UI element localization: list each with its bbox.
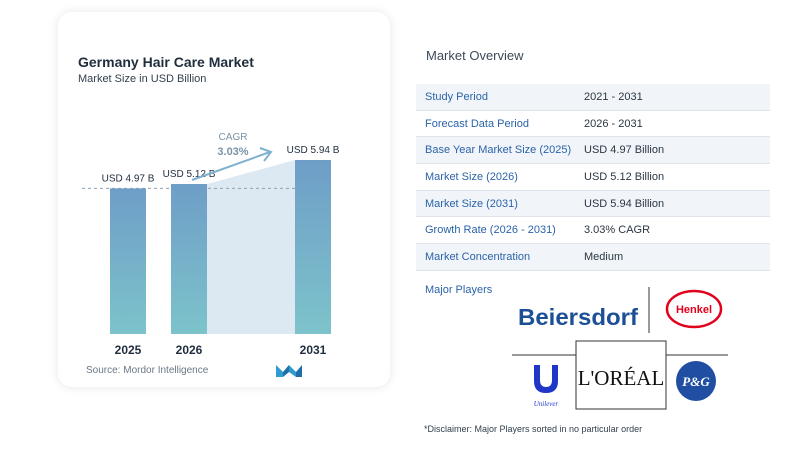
overview-table: Study Period 2021 - 2031 Forecast Data P… <box>416 84 770 271</box>
loreal-logo: L'ORÉAL <box>578 366 665 390</box>
overview-value: 2021 - 2031 <box>584 90 643 103</box>
source-text: Source: Mordor Intelligence <box>86 365 209 376</box>
beiersdorf-logo: Beiersdorf <box>518 304 638 330</box>
overview-value: USD 5.94 Billion <box>584 197 665 210</box>
cagr-annotation: CAGR 3.03% <box>191 132 273 181</box>
overview-row: Market Size (2031) USD 5.94 Billion <box>416 190 770 218</box>
labels-group: USD 4.97 B 2025 USD 5.12 B 2026 USD 5.94 B 20… <box>102 145 340 357</box>
chart-title: Germany Hair Care Market <box>78 54 254 70</box>
overview-title: Market Overview <box>426 48 524 63</box>
overview-label: Study Period <box>425 90 488 103</box>
bar-2026 <box>171 184 207 334</box>
overview-row: Market Concentration Medium <box>416 244 770 271</box>
players-logos: Beiersdorf Henkel L'ORÉAL Unilever P&G <box>512 287 728 410</box>
x-tick-label: 2025 <box>115 343 142 357</box>
loreal-box <box>575 340 667 410</box>
chart-card: Germany Hair Care Market Market Size in … <box>58 12 390 387</box>
cagr-label: CAGR <box>219 132 248 143</box>
data-label: USD 4.97 B <box>102 173 155 184</box>
cagr-arrow-head <box>259 147 273 162</box>
pg-logo: P&G <box>676 361 716 401</box>
overview-label: Base Year Market Size (2025) <box>425 144 572 157</box>
overview-label: Forecast Data Period <box>425 117 529 130</box>
overview-label: Market Concentration <box>425 250 531 263</box>
chart-subtitle: Market Size in USD Billion <box>78 73 207 85</box>
pg-logo-text: P&G <box>682 374 710 389</box>
x-tick-label: 2026 <box>176 343 203 357</box>
overview-row: Market Size (2026) USD 5.12 Billion <box>416 164 770 191</box>
players-title: Major Players <box>425 284 493 296</box>
growth-area <box>207 160 295 334</box>
x-tick-label: 2031 <box>300 343 327 357</box>
overview-value: 3.03% CAGR <box>584 224 651 237</box>
unilever-logo-text: Unilever <box>534 400 559 408</box>
overview-row: Base Year Market Size (2025) USD 4.97 Bi… <box>416 137 770 165</box>
bar-2031 <box>295 160 331 334</box>
henkel-logo: Henkel <box>665 289 723 329</box>
overview-label: Market Size (2026) <box>425 170 518 183</box>
data-label: USD 5.94 B <box>287 145 340 156</box>
overview-label: Growth Rate (2026 - 2031) <box>425 224 556 237</box>
data-label: USD 5.12 B <box>163 169 216 180</box>
overview-row: Growth Rate (2026 - 2031) 3.03% CAGR <box>416 217 770 245</box>
bars-group <box>110 160 331 334</box>
overview-label: Market Size (2031) <box>425 197 518 210</box>
disclaimer: *Disclaimer: Major Players sorted in no … <box>424 424 643 434</box>
bar-2025 <box>110 188 146 334</box>
cagr-arrow-line <box>191 151 271 181</box>
bar-chart: USD 4.97 B 2025 USD 5.12 B 2026 USD 5.94 B 20… <box>82 132 340 357</box>
overview-row: Forecast Data Period 2026 - 2031 <box>416 111 770 138</box>
unilever-logo: Unilever <box>534 365 559 408</box>
overview-value: USD 4.97 Billion <box>584 144 665 157</box>
henkel-logo-text: Henkel <box>676 304 712 316</box>
overview-value: USD 5.12 Billion <box>584 170 665 183</box>
overview-row: Study Period 2021 - 2031 <box>416 84 770 111</box>
mordor-logo-icon <box>276 365 302 377</box>
overview-value: 2026 - 2031 <box>584 117 643 130</box>
overview-value: Medium <box>584 250 624 263</box>
cagr-value: 3.03% <box>217 146 248 158</box>
